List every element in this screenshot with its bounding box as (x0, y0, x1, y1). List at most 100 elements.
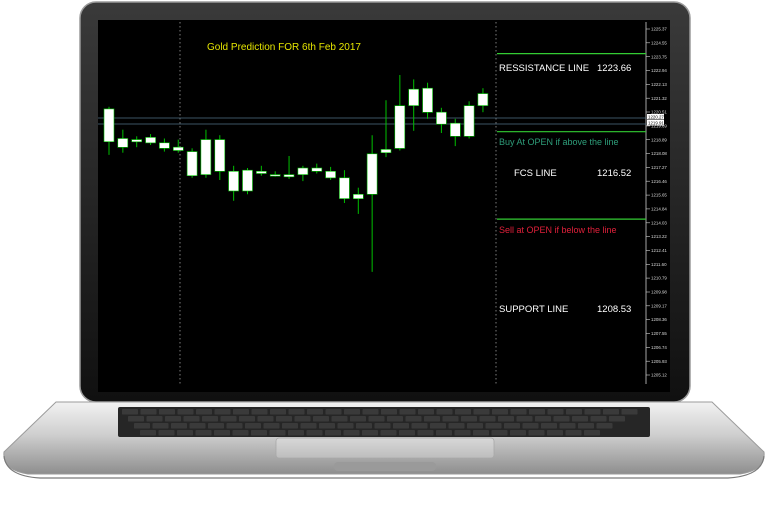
y-tick-label: 1213.22 (651, 234, 667, 239)
keyboard-key (436, 409, 453, 415)
candle-body (477, 93, 489, 106)
keyboard-key (269, 430, 286, 436)
keyboard-key (189, 423, 206, 429)
keyboard-key (319, 423, 335, 429)
y-tick-label: 1218.08 (651, 151, 667, 156)
keyboard-key (381, 409, 397, 415)
keyboard-key (479, 416, 496, 422)
laptop-notch (334, 462, 436, 471)
candle-body (186, 151, 198, 177)
fcs-label: FCS LINE (514, 168, 557, 179)
keyboard-key (159, 409, 175, 415)
keyboard-key (294, 416, 311, 422)
keyboard-key (417, 430, 434, 436)
keyboard-key (232, 430, 249, 436)
keyboard-key (183, 416, 200, 422)
touchpad (275, 437, 495, 459)
keyboard-key (356, 423, 372, 429)
keyboard-key (522, 423, 539, 429)
keyboard-key (565, 430, 582, 436)
keyboard-key (578, 423, 594, 429)
candle-body (366, 153, 378, 195)
keyboard-key (436, 430, 452, 436)
keyboard-key (448, 423, 465, 429)
keyboard-key (362, 430, 378, 436)
keyboard-key (559, 423, 576, 429)
keyboard-key (547, 430, 563, 436)
chart-title: Gold Prediction FOR 6th Feb 2017 (207, 42, 361, 53)
y-tick-label: 1214.03 (651, 220, 667, 225)
sell-annotation: Sell at OPEN if below the line (499, 225, 617, 235)
keyboard-key (196, 409, 212, 415)
laptop-bottom-edge (3, 455, 765, 479)
keyboard-key (572, 416, 588, 422)
keyboard-key (362, 409, 379, 415)
keyboard-key (158, 430, 175, 436)
candle-body (200, 139, 212, 175)
keyboard-key (337, 423, 354, 429)
keyboard-key (263, 423, 280, 429)
level-lines (497, 52, 646, 220)
keyboard-keys (122, 409, 638, 436)
keyboard-key (331, 416, 348, 422)
y-tick-label: 1205.93 (651, 359, 667, 364)
resistance-value: 1223.66 (597, 63, 631, 74)
candle-body (380, 149, 392, 153)
current-price-badge (647, 120, 664, 126)
candle-body (408, 88, 420, 106)
keyboard-key (498, 416, 514, 422)
keyboard-key (257, 416, 274, 422)
keyboard-key (306, 430, 323, 436)
keyboard-key (535, 416, 551, 422)
candle-body (339, 177, 350, 199)
keyboard-key (547, 409, 564, 415)
keyboard-key (251, 409, 268, 415)
keyboard-key (140, 430, 156, 436)
candle-body (436, 111, 447, 125)
keyboard-key (510, 409, 527, 415)
candle-body (256, 171, 267, 174)
candle-body (117, 138, 129, 148)
candle-body (325, 171, 336, 179)
keyboard-key (609, 416, 625, 422)
candle-body (131, 139, 142, 143)
keyboard-key (313, 416, 329, 422)
keyboard-key (405, 416, 422, 422)
keyboard-key (454, 430, 471, 436)
keyboard-key (621, 409, 638, 415)
current-price-label: 1220.27 (648, 114, 664, 119)
keyboard-key (344, 409, 360, 415)
keyboard-key (590, 416, 607, 422)
y-tick-label: 1224.55 (651, 40, 667, 45)
keyboard-key (529, 409, 545, 415)
keyboard-key (492, 409, 508, 415)
candle-body (228, 171, 239, 192)
keyboard-key (220, 416, 237, 422)
candle-body (394, 105, 406, 149)
y-tick-label: 1209.17 (651, 303, 667, 308)
y-tick-label: 1222.94 (651, 68, 667, 73)
y-tick-label: 1211.60 (651, 262, 667, 267)
keyboard-key (603, 409, 619, 415)
y-tick-label: 1220.51 (651, 110, 667, 115)
candle-body (352, 194, 364, 200)
keyboard-key (430, 423, 446, 429)
candle-body (173, 146, 184, 151)
keyboard-key (325, 430, 341, 436)
keyboard-key (343, 430, 360, 436)
keyboard-key (208, 423, 224, 429)
keyboard-key (584, 409, 601, 415)
y-tick-label: 1218.89 (651, 137, 667, 142)
keyboard-key (528, 430, 545, 436)
buy-annotation: Buy At OPEN if above the line (499, 137, 619, 147)
candle-body (103, 108, 115, 143)
y-tick-label: 1208.36 (651, 317, 667, 322)
keyboard-key (368, 416, 385, 422)
keyboard-key (251, 430, 267, 436)
candle-body (297, 167, 309, 175)
keyboard-key (584, 430, 600, 436)
keyboard-key (152, 423, 169, 429)
keyboard-key (424, 416, 440, 422)
y-tick-label: 1216.46 (651, 179, 667, 184)
